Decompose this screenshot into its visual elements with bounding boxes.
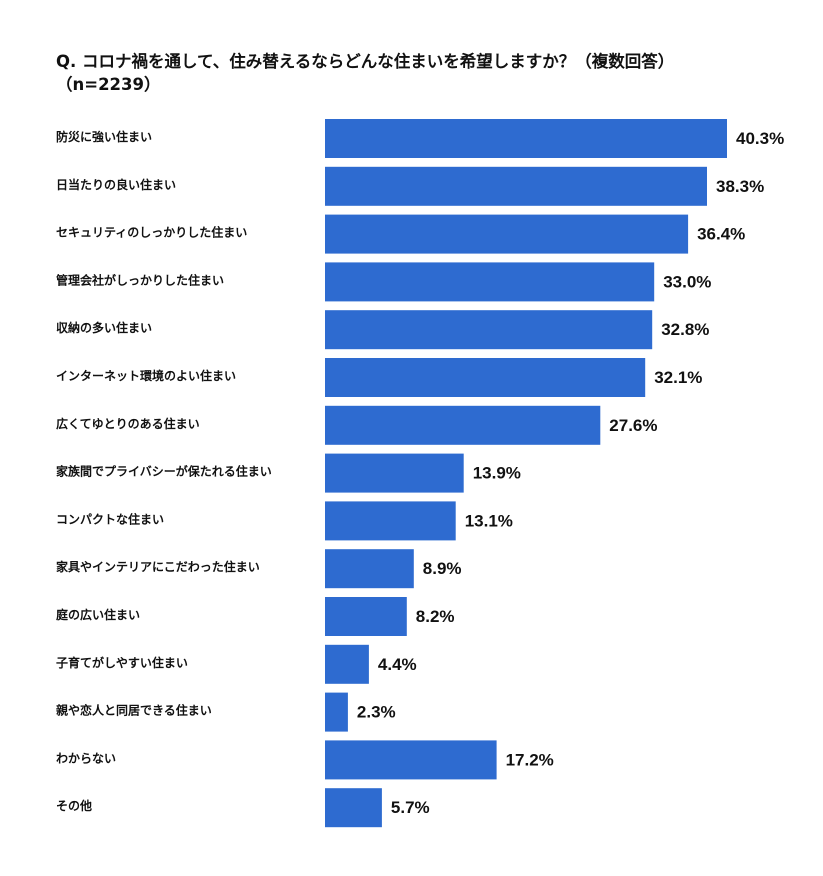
category-label: 庭の広い住まい xyxy=(56,607,140,622)
bar xyxy=(325,453,464,493)
bar xyxy=(325,788,382,828)
value-label: 13.9% xyxy=(473,464,521,483)
bar xyxy=(325,692,348,732)
value-label: 32.8% xyxy=(661,320,709,339)
value-label: 40.3% xyxy=(736,129,784,148)
value-label: 33.0% xyxy=(663,272,711,291)
value-label: 2.3% xyxy=(357,703,396,722)
bar xyxy=(325,597,407,636)
category-label: 家具やインテリアにこだわった住まい xyxy=(56,559,260,574)
chart-title-line1: Q. コロナ禍を通して、住み替えるならどんな住まいを希望しますか？（複数回答） xyxy=(56,52,675,71)
category-label: 日当たりの良い住まい xyxy=(56,177,176,192)
chart-title: Q. コロナ禍を通して、住み替えるならどんな住まいを希望しますか？（複数回答） … xyxy=(56,50,796,96)
category-label: その他 xyxy=(56,798,92,813)
bar xyxy=(325,358,646,397)
bars-group: 防災に強い住まい 40.3% 日当たりの良い住まい 38.3% セキュリティのしっかりし… xyxy=(56,119,784,828)
chart-title-line2: （n=2239） xyxy=(56,75,161,94)
category-label: インターネット環境のよい住まい xyxy=(56,368,236,383)
bar xyxy=(325,740,497,780)
bar xyxy=(325,549,414,589)
category-label: 管理会社がしっかりした住まい xyxy=(56,272,224,287)
bar xyxy=(325,119,727,158)
category-label: 子育てがしやすい住まい xyxy=(56,655,188,670)
category-label: わからない xyxy=(56,751,116,765)
category-label: 親や恋人と同居できる住まい xyxy=(56,703,212,718)
category-label: 家族間でプライバシーが保たれる住まい xyxy=(56,464,272,479)
bar xyxy=(325,644,369,684)
category-label: 広くてゆとりのある住まい xyxy=(56,416,200,431)
value-label: 38.3% xyxy=(716,177,764,196)
bar xyxy=(325,262,655,302)
bar xyxy=(325,501,456,541)
category-label: 防災に強い住まい xyxy=(56,129,152,144)
bar xyxy=(325,405,601,445)
value-label: 27.6% xyxy=(609,416,657,435)
value-label: 5.7% xyxy=(391,798,430,817)
bar xyxy=(325,214,689,254)
value-label: 4.4% xyxy=(378,655,417,674)
category-label: コンパクトな住まい xyxy=(56,511,164,526)
value-label: 8.9% xyxy=(423,559,462,578)
category-label: 収納の多い住まい xyxy=(56,320,152,335)
category-label: セキュリティのしっかりした住まい xyxy=(56,225,247,240)
bar xyxy=(325,310,653,350)
value-label: 17.2% xyxy=(506,750,554,769)
value-label: 36.4% xyxy=(697,225,745,244)
value-label: 13.1% xyxy=(465,511,513,530)
value-label: 8.2% xyxy=(416,607,455,626)
value-label: 32.1% xyxy=(654,368,702,387)
bar xyxy=(325,166,707,206)
